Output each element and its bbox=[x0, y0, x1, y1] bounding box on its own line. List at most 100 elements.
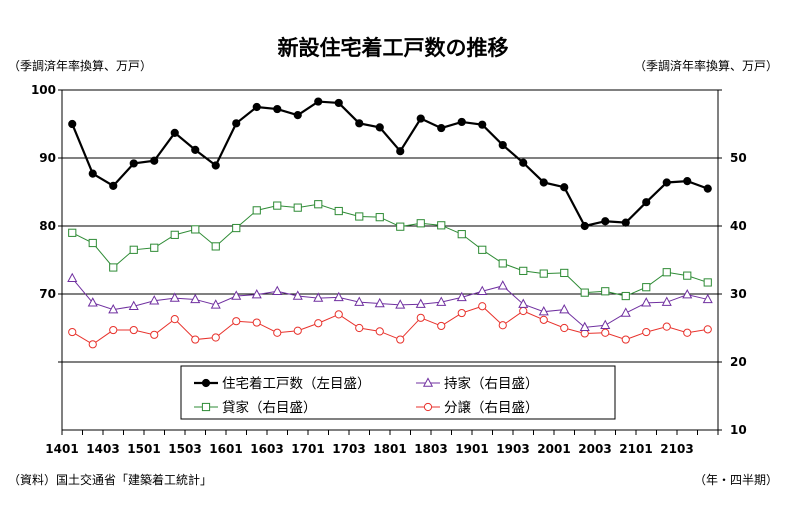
data-point-housing-starts bbox=[437, 123, 446, 133]
data-point-housing-starts bbox=[273, 104, 282, 114]
series-line-rental bbox=[72, 203, 708, 297]
data-point-owner-occupied bbox=[538, 306, 549, 316]
data-point-owner-occupied bbox=[641, 297, 652, 307]
data-point-housing-starts bbox=[170, 128, 179, 137]
legend-label: 住宅着工戸数（左目盛） bbox=[222, 375, 371, 392]
data-point-for-sale bbox=[232, 317, 241, 326]
data-point-for-sale bbox=[478, 302, 487, 311]
data-point-owner-occupied bbox=[333, 291, 344, 302]
data-point-housing-starts bbox=[580, 221, 589, 231]
data-point-owner-occupied bbox=[682, 289, 693, 299]
data-point-rental bbox=[252, 206, 261, 215]
left-tick-label: 100 bbox=[31, 83, 56, 97]
data-point-owner-occupied bbox=[231, 290, 242, 300]
data-point-housing-starts bbox=[88, 169, 97, 178]
data-point-housing-starts bbox=[293, 111, 302, 120]
legend-frame bbox=[180, 365, 616, 420]
data-point-rental bbox=[580, 288, 589, 297]
data-point-housing-starts bbox=[457, 117, 466, 127]
data-point-housing-starts bbox=[621, 218, 630, 227]
data-point-for-sale bbox=[293, 326, 302, 335]
legend-swatch-marker bbox=[201, 402, 211, 412]
data-point-for-sale bbox=[109, 325, 118, 335]
series-line-for-sale bbox=[71, 305, 708, 345]
x-tick-label: 2001 bbox=[537, 442, 570, 456]
data-point-owner-occupied bbox=[395, 299, 406, 309]
data-point-for-sale bbox=[642, 327, 651, 337]
right-tick-label: 10 bbox=[730, 423, 747, 437]
data-point-owner-occupied bbox=[661, 296, 672, 306]
data-point-housing-starts bbox=[703, 184, 712, 193]
data-point-rental bbox=[621, 291, 630, 301]
legend: 住宅着工戸数（左目盛） 持家（右目盛） 貸家（右目盛） 分譲（右目盛） bbox=[180, 365, 616, 420]
data-point-rental bbox=[560, 268, 569, 278]
data-point-owner-occupied bbox=[67, 272, 78, 283]
gridlines bbox=[62, 157, 718, 363]
data-point-housing-starts bbox=[416, 114, 425, 123]
x-tick-label: 1701 bbox=[291, 442, 324, 456]
data-point-for-sale bbox=[375, 327, 384, 336]
chart-title: 新設住宅着工戸数の推移 bbox=[278, 36, 509, 60]
legend-label: 分譲（右目盛） bbox=[444, 400, 539, 416]
data-point-housing-starts bbox=[129, 159, 138, 168]
data-point-rental bbox=[519, 266, 528, 275]
data-point-housing-starts bbox=[334, 98, 343, 108]
data-point-for-sale bbox=[252, 318, 261, 327]
x-tick-label: 1403 bbox=[86, 442, 119, 456]
data-point-for-sale bbox=[519, 306, 528, 316]
x-axis-note: （年・四半期） bbox=[694, 473, 778, 487]
data-point-housing-starts bbox=[601, 217, 610, 226]
data-point-rental bbox=[642, 283, 651, 292]
data-point-for-sale bbox=[88, 340, 97, 349]
data-point-rental bbox=[375, 213, 384, 222]
axes bbox=[58, 89, 722, 435]
legend-item-for-sale: 分譲（右目盛） bbox=[416, 400, 539, 416]
legend-item-rental: 貸家（右目盛） bbox=[194, 399, 317, 416]
legend-item-housing-starts: 住宅着工戸数（左目盛） bbox=[194, 375, 371, 392]
right-axis-unit: （季調済年率換算、万戸） bbox=[634, 58, 778, 73]
data-point-for-sale bbox=[191, 335, 200, 344]
data-point-rental bbox=[396, 222, 405, 231]
x-tick-label: 2101 bbox=[619, 442, 652, 456]
data-point-housing-starts bbox=[232, 119, 241, 128]
x-tick-label: 1601 bbox=[209, 442, 242, 456]
data-point-owner-occupied bbox=[497, 280, 508, 290]
data-point-housing-starts bbox=[519, 158, 528, 167]
data-point-rental bbox=[498, 259, 507, 268]
data-point-housing-starts bbox=[150, 156, 159, 165]
series-for-sale bbox=[68, 302, 712, 349]
data-point-rental bbox=[314, 200, 323, 209]
left-tick-label: 80 bbox=[39, 219, 56, 233]
data-point-rental bbox=[683, 271, 692, 280]
x-tick-label: 1501 bbox=[127, 442, 160, 456]
data-point-rental bbox=[150, 243, 159, 252]
data-point-for-sale bbox=[703, 325, 712, 334]
left-axis-unit: （季調済年率換算、万戸） bbox=[8, 58, 152, 73]
data-point-housing-starts bbox=[355, 119, 364, 128]
data-point-for-sale bbox=[498, 321, 507, 330]
data-point-for-sale bbox=[437, 321, 446, 331]
data-point-for-sale bbox=[334, 310, 343, 319]
data-point-owner-occupied bbox=[272, 285, 283, 295]
data-point-rental bbox=[109, 263, 118, 272]
data-point-owner-occupied bbox=[702, 293, 713, 304]
data-point-owner-occupied bbox=[292, 290, 303, 300]
legend-label: 持家（右目盛） bbox=[444, 375, 539, 392]
data-point-housing-starts bbox=[109, 181, 118, 190]
data-point-owner-occupied bbox=[108, 303, 119, 314]
data-point-for-sale bbox=[170, 315, 179, 324]
data-point-owner-occupied bbox=[87, 297, 98, 307]
series-line-housing-starts bbox=[71, 100, 709, 228]
data-point-rental bbox=[539, 269, 548, 278]
data-point-rental bbox=[601, 287, 610, 296]
x-tick-label: 2003 bbox=[578, 442, 611, 456]
data-point-rental bbox=[293, 203, 302, 212]
x-tick-label: 1603 bbox=[250, 442, 283, 456]
data-point-for-sale bbox=[150, 330, 159, 339]
data-point-owner-occupied bbox=[374, 297, 385, 308]
data-point-housing-starts bbox=[252, 102, 261, 112]
series-housing-starts bbox=[68, 97, 712, 231]
data-point-rental bbox=[416, 219, 425, 228]
data-point-for-sale bbox=[621, 335, 630, 344]
